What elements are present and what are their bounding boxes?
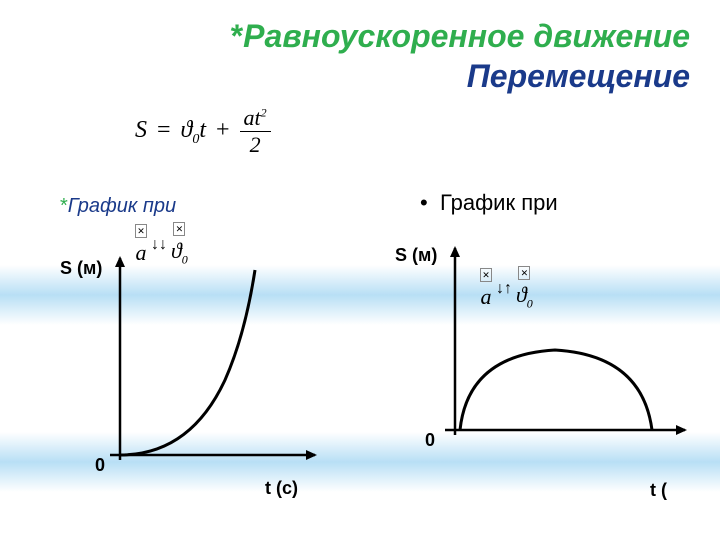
title-line1: *Равноускоренное движение (80, 18, 690, 55)
left-chart (90, 250, 330, 480)
right-heading: • График при (420, 190, 558, 216)
title-line2: Перемещение (80, 58, 690, 95)
right-x-axis-label: t ( (650, 480, 667, 501)
right-chart (420, 240, 700, 460)
title-asterisk: * (231, 18, 243, 54)
left-heading: *График при (60, 195, 176, 218)
displacement-formula: S = ϑ0t + at2 2 (135, 105, 271, 158)
title-text-1: Равноускоренное движение (243, 18, 690, 54)
left-x-axis-label: t (c) (265, 478, 298, 499)
